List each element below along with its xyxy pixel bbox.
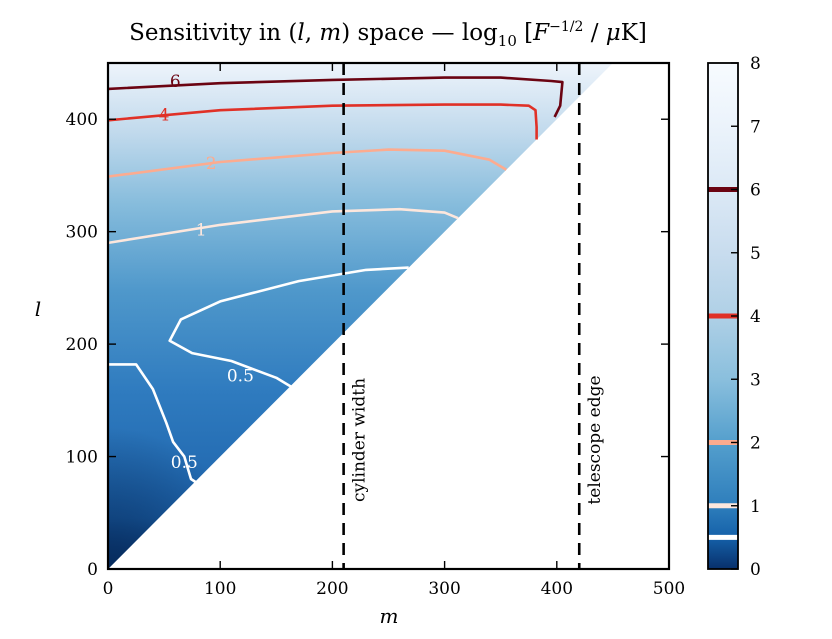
plot-area: 64 2 1 0.5 0.5 cylinder width telescope edge <box>108 63 613 569</box>
contour-label-1: 4 <box>159 106 170 126</box>
colorbar-tick-label: 1 <box>750 497 761 517</box>
y-axis-label: l <box>35 297 41 321</box>
x-tick-label: 300 <box>428 579 460 599</box>
x-tick-label: 500 <box>653 579 685 599</box>
chart-title: Sensitivity in (l, m) space — log10 [F−1… <box>129 19 647 50</box>
contour-label-2: 2 <box>206 154 217 174</box>
colorbar-tick-label: 2 <box>750 434 761 454</box>
x-tick-label: 400 <box>541 579 573 599</box>
contour-line-4 <box>108 103 538 140</box>
x-axis-label: m <box>380 604 399 628</box>
colorbar-tick-label: 0 <box>750 560 761 580</box>
heatmap-corner-shade <box>108 63 613 569</box>
x-tick-label: 200 <box>316 579 348 599</box>
contour-line-0p5 <box>168 266 409 404</box>
colorbar: 0 1 2 3 4 5 6 7 8 <box>707 54 761 580</box>
contour-label-5: 0.5 <box>171 453 198 473</box>
colorbar-tick-label: 8 <box>750 54 761 74</box>
y-tick-label: 200 <box>66 335 98 355</box>
plot-frame <box>106 61 671 571</box>
vline-label-telescope-edge: telescope edge <box>585 375 605 504</box>
contour-line-0p5-lower <box>108 363 199 485</box>
colorbar-tick-label: 7 <box>750 117 761 137</box>
contour-lines <box>108 76 564 485</box>
contour-line-1 <box>108 207 459 245</box>
vertical-lines: cylinder width telescope edge <box>342 63 605 569</box>
y-tick-label: 100 <box>66 448 98 468</box>
y-tick-label: 300 <box>66 223 98 243</box>
x-tick-label: 0 <box>103 579 114 599</box>
colorbar-tick-label: 6 <box>750 181 761 201</box>
colorbar-mark-2 <box>708 440 738 445</box>
colorbar-mark-4 <box>708 313 738 319</box>
colorbar-tick-label: 4 <box>750 307 761 327</box>
contour-label-4: 0.5 <box>227 367 254 387</box>
colorbar-tick-label: 3 <box>750 370 761 390</box>
colorbar-mark-6 <box>708 187 738 192</box>
contour-labels: 64 2 1 0.5 0.5 <box>159 72 254 473</box>
colorbar-mark-1 <box>708 503 738 509</box>
contour-label-3: 1 <box>196 220 207 240</box>
vline-label-cylinder-width: cylinder width <box>350 378 370 502</box>
axes: 0 100 200 300 400 500 0 100 200 300 400 <box>66 61 685 599</box>
contour-line-2 <box>108 148 507 178</box>
y-tick-label: 0 <box>87 560 98 580</box>
colorbar-tick-label: 5 <box>750 244 761 264</box>
contour-line-6 <box>108 76 564 118</box>
x-tick-label: 100 <box>204 579 236 599</box>
y-tick-label: 400 <box>66 110 98 130</box>
contour-label-0: 6 <box>170 72 181 92</box>
colorbar-mark-0p5 <box>708 534 738 540</box>
